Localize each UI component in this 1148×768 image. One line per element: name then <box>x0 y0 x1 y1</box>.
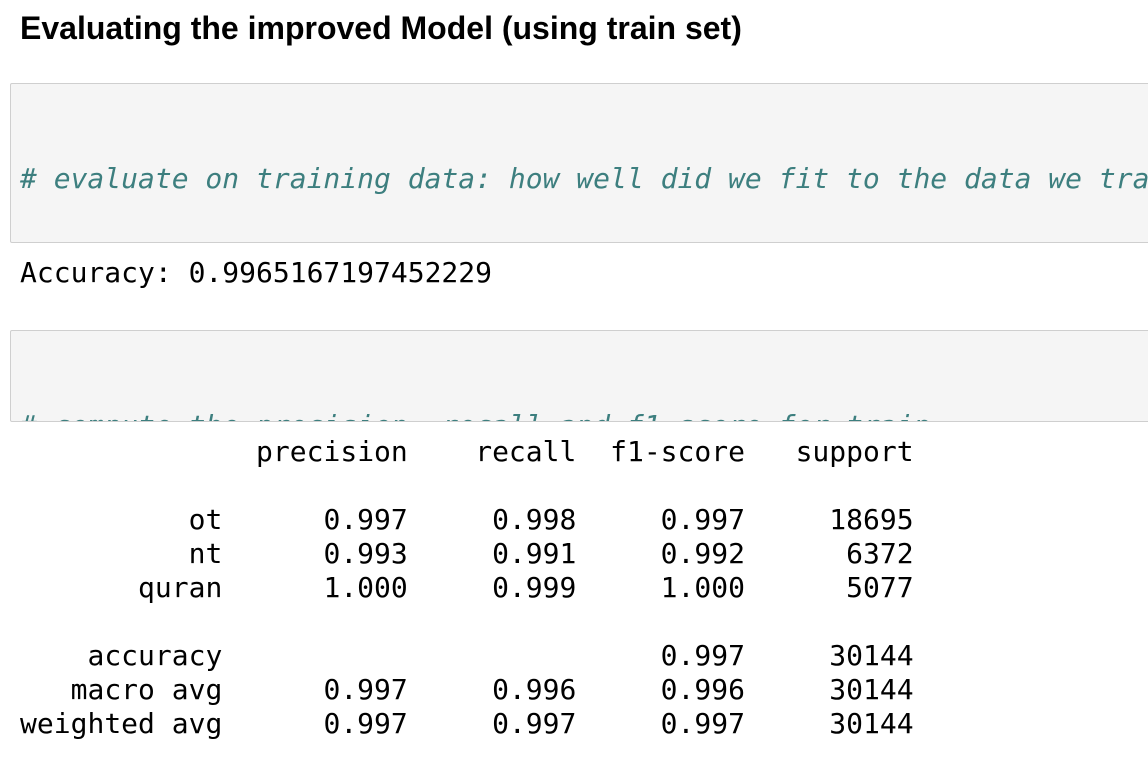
report-cell: 30144 <box>829 707 914 740</box>
report-cell: 0.993 <box>323 537 408 570</box>
report-row-label: macro avg <box>70 673 223 706</box>
report-cell: 0.999 <box>492 571 577 604</box>
report-cell: 0.997 <box>660 707 745 740</box>
report-column-header: precision <box>256 435 408 468</box>
report-row-label: accuracy <box>87 639 223 672</box>
report-cell: 0.992 <box>660 537 745 570</box>
code-cell: # compute the precision, recall and f1-s… <box>10 330 1148 422</box>
report-cell: 0.997 <box>492 707 577 740</box>
report-cell: 0.997 <box>660 503 745 536</box>
report-cell: 1.000 <box>660 571 745 604</box>
code-line: # evaluate on training data: how well di… <box>20 162 1148 196</box>
report-cell: 0.998 <box>492 503 577 536</box>
report-cell: 30144 <box>829 673 914 706</box>
comment: # compute the precision, recall and f1-s… <box>20 409 930 421</box>
report-column-header: recall <box>475 435 577 468</box>
report-column-header: support <box>795 435 914 468</box>
report-cell: 0.996 <box>492 673 577 706</box>
report-cell: 0.997 <box>323 673 408 706</box>
report-cell: 18695 <box>829 503 914 536</box>
report-cell: 0.997 <box>660 639 745 672</box>
report-row-label: ot <box>188 503 223 536</box>
report-cell: 5077 <box>846 571 914 604</box>
section-heading: Evaluating the improved Model (using tra… <box>20 10 742 46</box>
cell-output: Accuracy: 0.9965167197452229 <box>20 256 493 289</box>
report-cell: 6372 <box>846 537 914 570</box>
report-column-header: f1-score <box>610 435 745 468</box>
report-row-label: quran <box>138 571 223 604</box>
report-cell: 0.991 <box>492 537 577 570</box>
report-row-label: weighted avg <box>20 707 223 740</box>
report-row-label: nt <box>188 537 223 570</box>
report-cell: 1.000 <box>323 571 408 604</box>
report-cell: 0.996 <box>660 673 745 706</box>
report-cell: 30144 <box>829 639 914 672</box>
report-cell: 0.997 <box>323 503 408 536</box>
code-line: # compute the precision, recall and f1-s… <box>20 409 1148 421</box>
comment: # evaluate on training data: how well di… <box>20 162 1148 195</box>
report-cell: 0.997 <box>323 707 408 740</box>
code-cell: # evaluate on training data: how well di… <box>10 83 1148 243</box>
